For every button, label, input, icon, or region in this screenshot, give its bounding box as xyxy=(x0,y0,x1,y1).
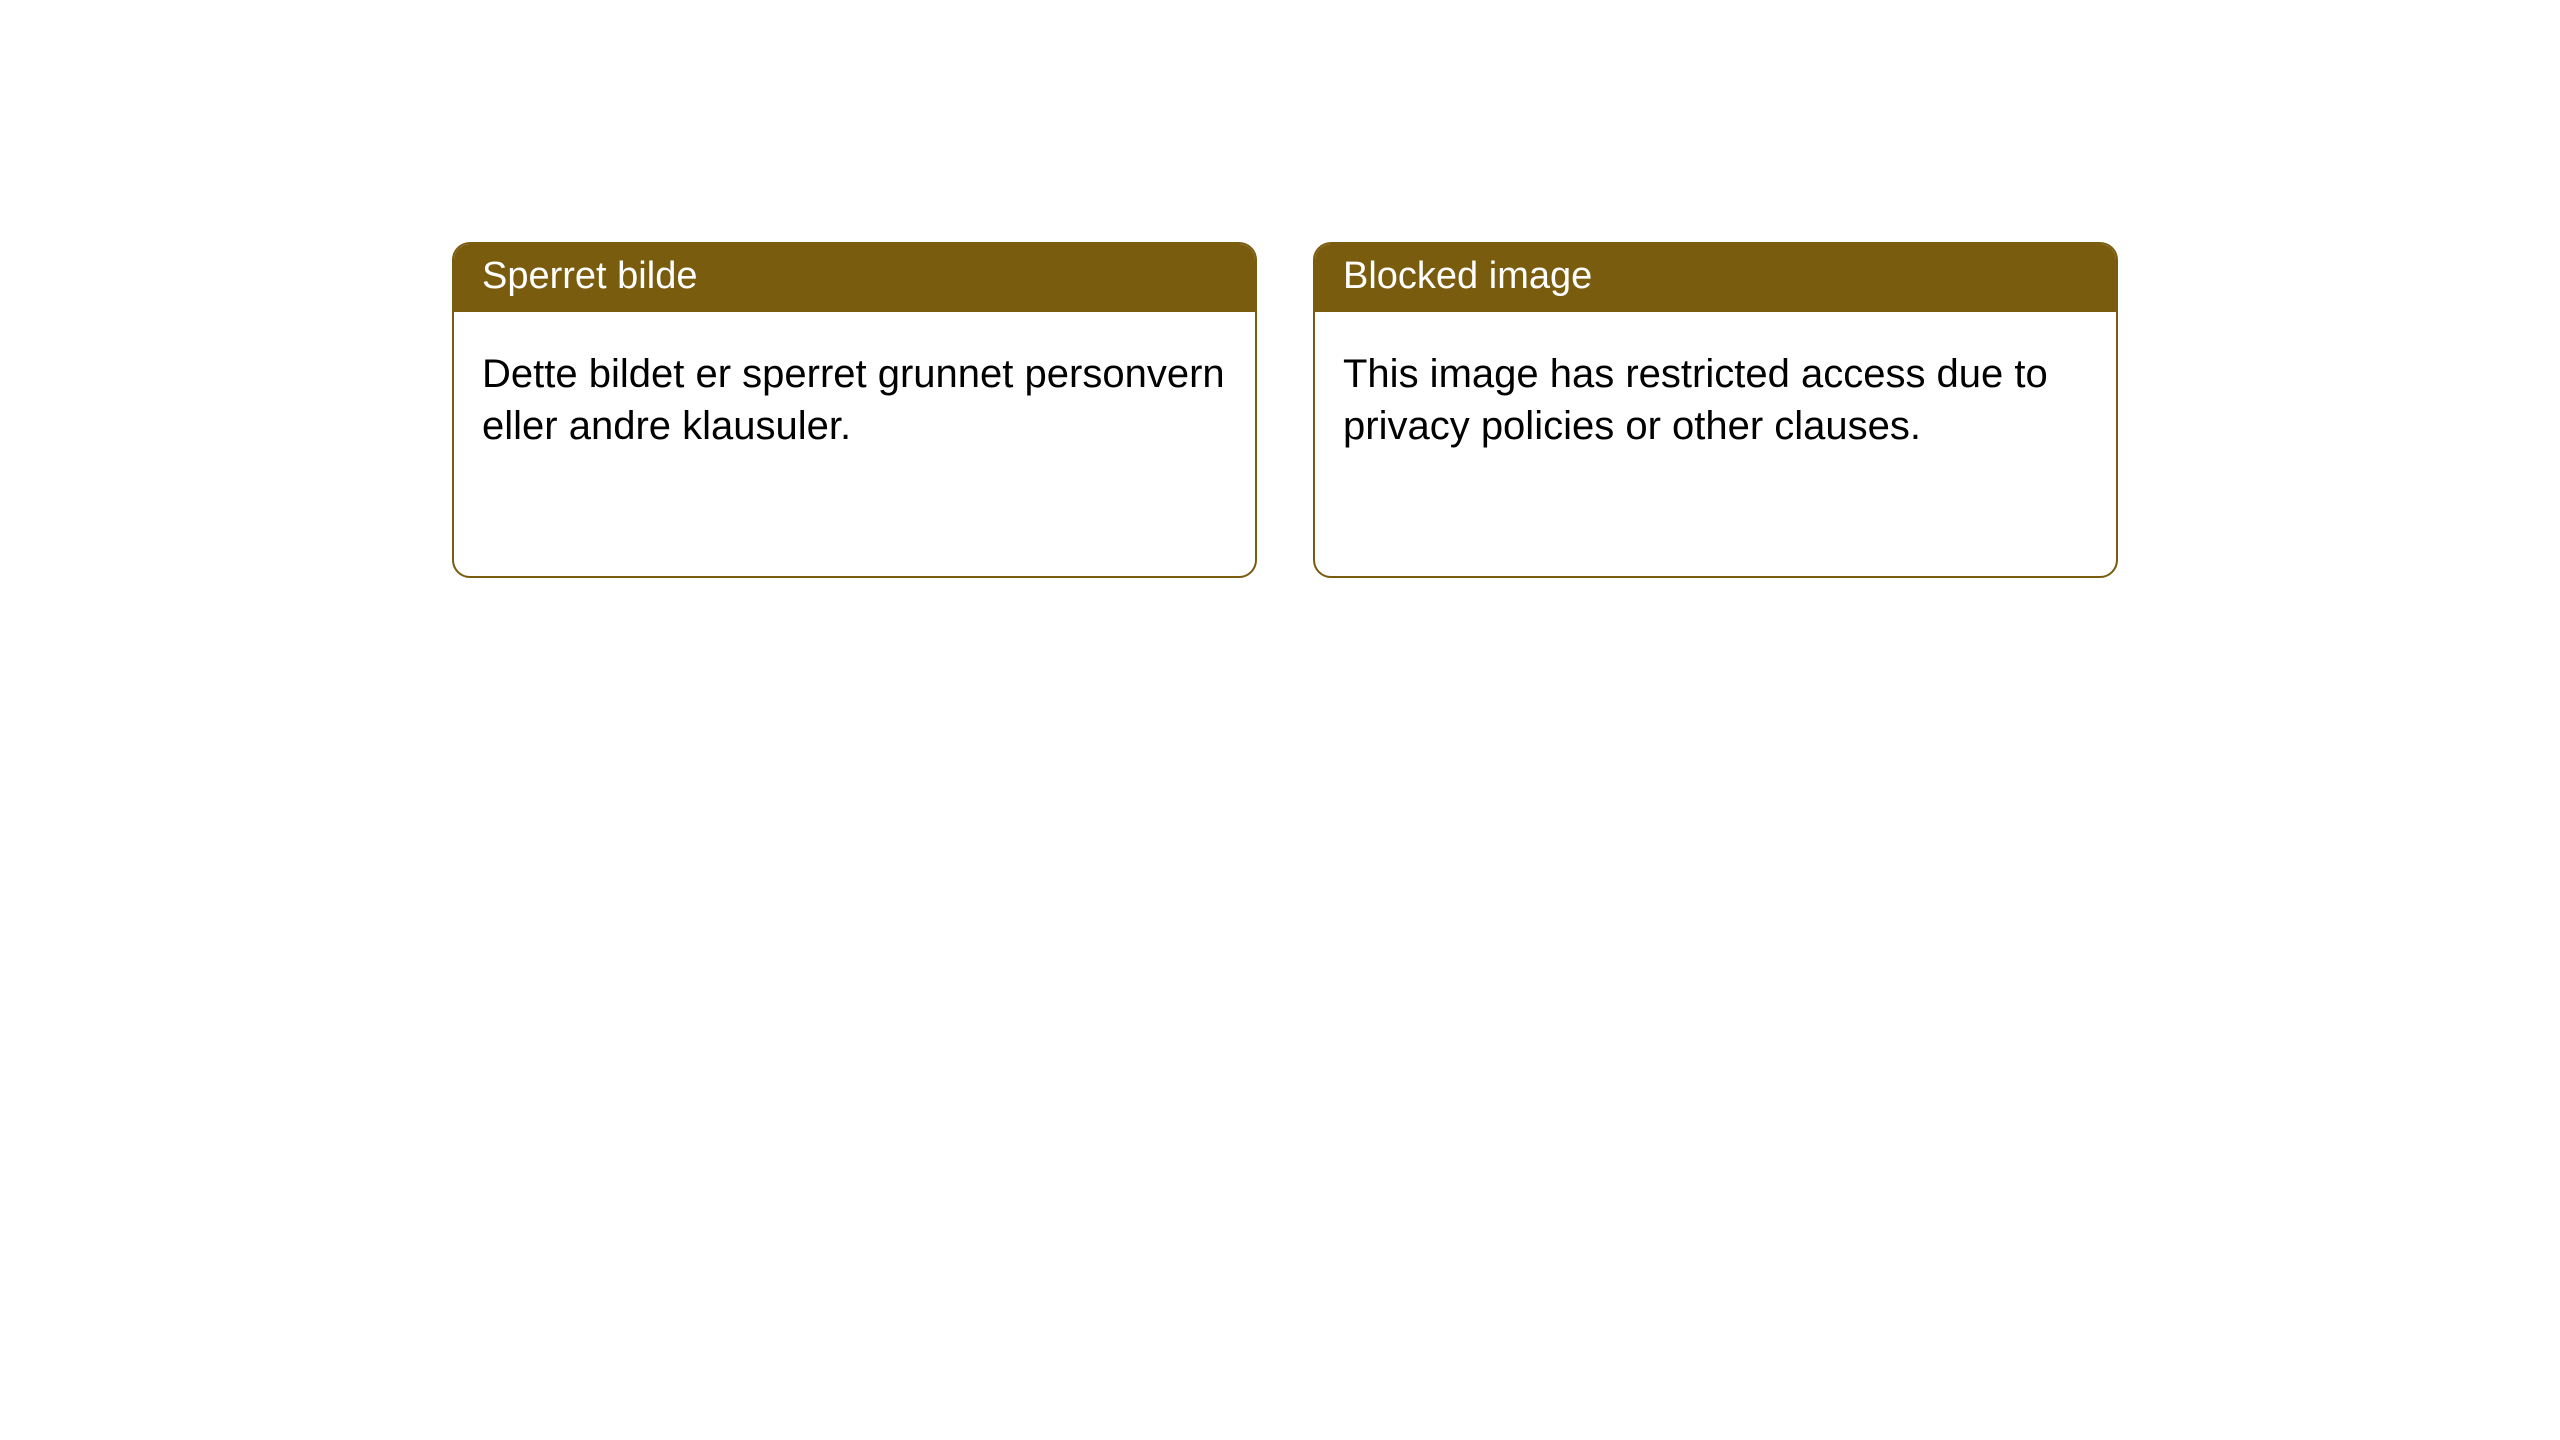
notice-card-body: Dette bildet er sperret grunnet personve… xyxy=(454,312,1255,482)
notice-card-body: This image has restricted access due to … xyxy=(1315,312,2116,482)
notice-card-no: Sperret bilde Dette bildet er sperret gr… xyxy=(452,242,1257,578)
notice-card-title: Blocked image xyxy=(1315,244,2116,312)
notice-card-en: Blocked image This image has restricted … xyxy=(1313,242,2118,578)
notice-card-title: Sperret bilde xyxy=(454,244,1255,312)
notice-container: Sperret bilde Dette bildet er sperret gr… xyxy=(0,0,2560,578)
